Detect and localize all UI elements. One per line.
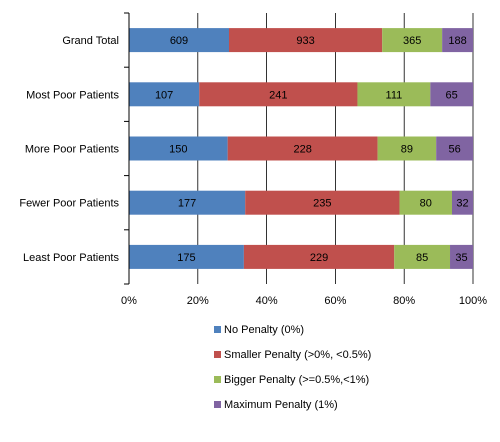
data-label: 241	[269, 89, 287, 101]
data-label: 111	[386, 89, 403, 101]
data-label: 175	[177, 252, 195, 264]
legend-label: Maximum Penalty (1%)	[224, 399, 338, 411]
bar-segment	[129, 190, 246, 215]
legend-swatch	[214, 351, 221, 358]
legend-swatch	[214, 376, 221, 383]
legend-label: No Penalty (0%)	[224, 324, 304, 336]
bar-segment	[377, 136, 437, 161]
category-label: More Poor Patients	[25, 144, 120, 156]
legend-label: Smaller Penalty (>0%, <0.5%)	[224, 349, 371, 361]
category-label: Fewer Poor Patients	[19, 198, 119, 210]
bar-segment	[357, 82, 431, 107]
category-label: Most Poor Patients	[26, 89, 119, 101]
data-label: 150	[169, 144, 187, 156]
data-label: 229	[310, 252, 328, 264]
category-label: Least Poor Patients	[23, 252, 120, 264]
bar-segment	[394, 244, 451, 269]
bar-segment	[399, 190, 452, 215]
x-tick-label: 0%	[121, 295, 137, 307]
legend-swatch	[214, 326, 221, 333]
bar-segment	[382, 28, 443, 53]
bar-segment	[436, 136, 473, 161]
bars: 609 933 365 188 107 241 111 65 150 228 89 56 177 235 8…	[129, 28, 473, 269]
bar-segment	[129, 28, 229, 53]
category-label: Grand Total	[62, 35, 119, 47]
bar-segment	[451, 190, 473, 215]
bar-segment	[227, 136, 378, 161]
x-tick-label: 80%	[393, 295, 415, 307]
data-label: 228	[293, 144, 311, 156]
data-label: 35	[455, 252, 467, 264]
axes: 0% 20% 40% 60% 80% 100% Grand Total Most Poor P…	[19, 12, 487, 307]
data-label: 107	[155, 89, 173, 101]
data-label: 89	[401, 144, 413, 156]
bar-segment	[430, 82, 473, 107]
bar-segment	[245, 190, 400, 215]
data-label: 65	[446, 89, 458, 101]
bar-segment	[442, 28, 473, 53]
data-label: 85	[416, 252, 428, 264]
data-label: 56	[448, 144, 460, 156]
x-tick-label: 20%	[187, 295, 209, 307]
data-label: 188	[448, 35, 466, 47]
bar-segment	[199, 82, 358, 107]
data-label: 32	[456, 198, 468, 210]
bar-segment	[243, 244, 395, 269]
x-tick-label: 40%	[256, 295, 278, 307]
bar-segment	[129, 136, 228, 161]
bar-segment	[228, 28, 383, 53]
bar-segment	[129, 82, 200, 107]
bar-segment	[129, 244, 244, 269]
data-label: 365	[403, 35, 421, 47]
legend-swatch	[214, 401, 221, 408]
data-label: 177	[178, 198, 196, 210]
data-label: 609	[170, 35, 188, 47]
data-label: 933	[296, 35, 314, 47]
legend-label: Bigger Penalty (>=0.5%,<1%)	[224, 374, 369, 386]
bar-segment	[450, 244, 473, 269]
data-label: 80	[420, 198, 432, 210]
legend: No Penalty (0%) Smaller Penalty (>0%, <0.…	[214, 324, 371, 411]
x-tick-label: 100%	[459, 295, 487, 307]
data-label: 235	[313, 198, 331, 210]
x-tick-label: 60%	[324, 295, 346, 307]
